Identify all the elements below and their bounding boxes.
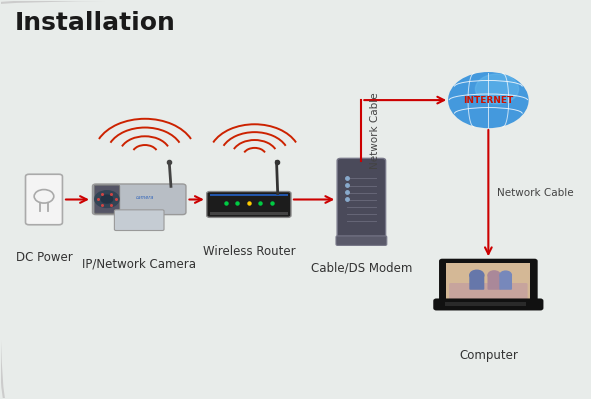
FancyBboxPatch shape [207, 192, 291, 217]
Text: camera: camera [136, 195, 154, 200]
Text: INTERNET: INTERNET [463, 96, 514, 105]
FancyBboxPatch shape [446, 263, 531, 301]
Text: Wireless Router: Wireless Router [203, 245, 295, 258]
FancyBboxPatch shape [210, 194, 288, 196]
FancyBboxPatch shape [94, 185, 119, 213]
FancyBboxPatch shape [499, 274, 512, 290]
FancyBboxPatch shape [115, 210, 164, 231]
FancyBboxPatch shape [469, 274, 484, 290]
FancyBboxPatch shape [336, 236, 387, 245]
Text: Installation: Installation [15, 11, 176, 35]
Circle shape [488, 271, 500, 279]
Text: Network Cable: Network Cable [370, 92, 380, 169]
Text: Cable/DS Modem: Cable/DS Modem [311, 261, 412, 274]
Text: IP/Network Camera: IP/Network Camera [82, 257, 196, 270]
FancyBboxPatch shape [449, 283, 528, 301]
Circle shape [95, 191, 119, 207]
FancyBboxPatch shape [434, 299, 543, 310]
Circle shape [101, 195, 113, 203]
Circle shape [449, 73, 528, 127]
Circle shape [500, 271, 511, 279]
Text: Computer: Computer [459, 349, 518, 361]
Circle shape [475, 74, 518, 104]
FancyBboxPatch shape [445, 302, 526, 306]
FancyBboxPatch shape [210, 212, 288, 215]
FancyBboxPatch shape [25, 174, 63, 225]
Text: DC Power: DC Power [15, 251, 72, 264]
Circle shape [470, 270, 484, 280]
FancyBboxPatch shape [488, 274, 501, 290]
FancyBboxPatch shape [440, 259, 537, 304]
FancyBboxPatch shape [337, 158, 385, 241]
Text: Network Cable: Network Cable [497, 188, 574, 198]
FancyBboxPatch shape [92, 184, 186, 215]
